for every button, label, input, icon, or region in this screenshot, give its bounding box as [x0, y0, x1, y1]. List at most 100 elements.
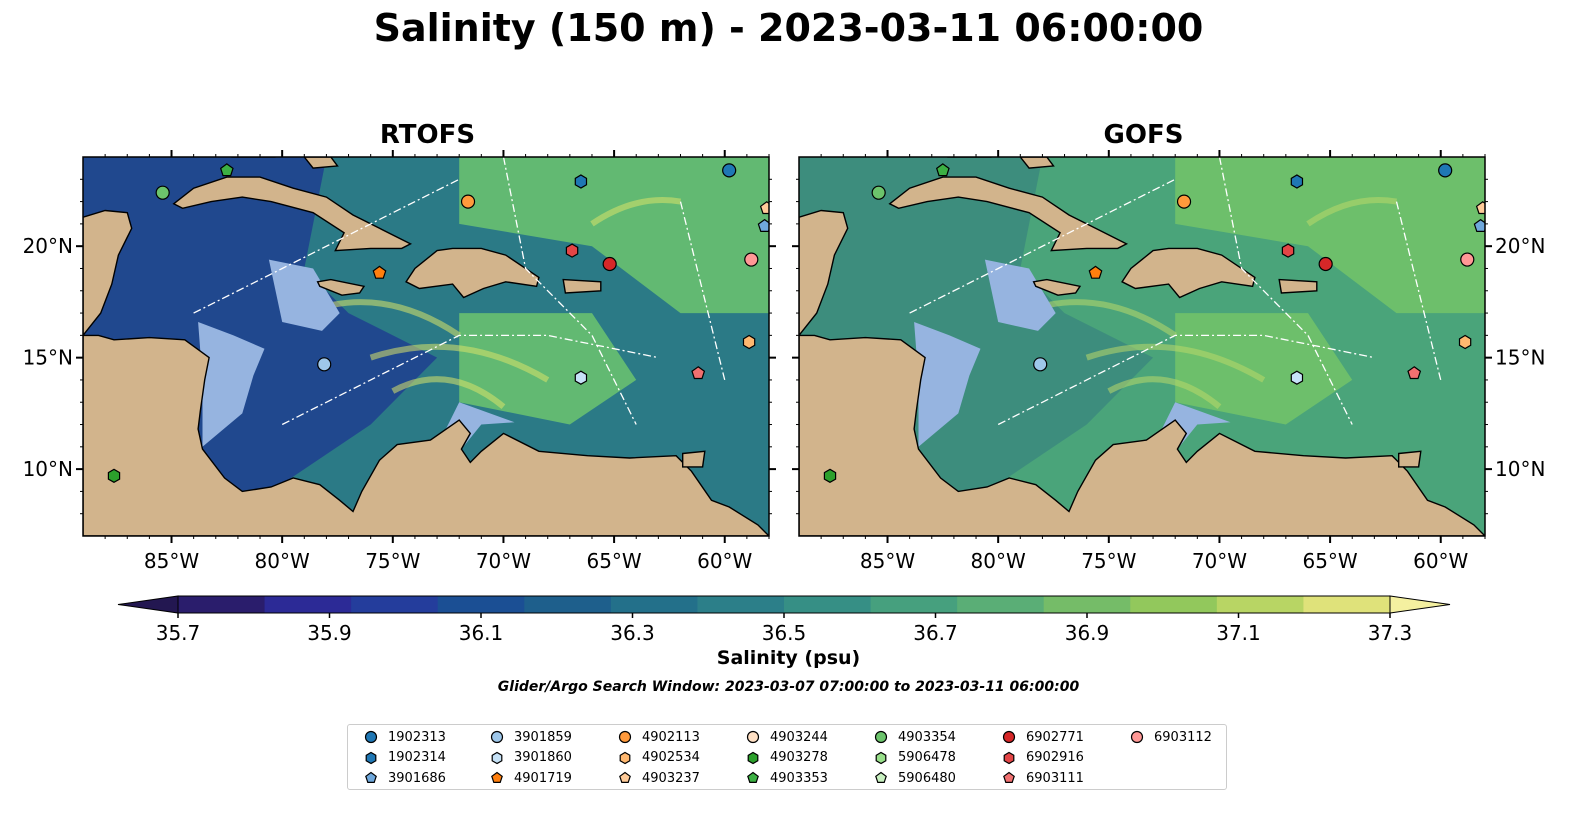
legend-marker-icon [365, 771, 377, 783]
legend-item-5906478: 5906478 [874, 748, 956, 768]
land-yucatan [799, 209, 849, 337]
float-4903354 [155, 185, 170, 200]
colorbar-segment [697, 596, 785, 613]
colorbar-segment [957, 596, 1045, 613]
land-jamaica [1032, 278, 1082, 296]
legend-marker-icon [619, 751, 631, 764]
legend-marker-icon [747, 751, 759, 764]
colorbar-tick-label: 36.3 [610, 621, 655, 645]
land-yucatan [83, 209, 133, 337]
float-6903111 [691, 366, 706, 380]
float-6903111 [1407, 366, 1422, 380]
float-3901686 [1473, 218, 1485, 232]
legend-marker-icon [618, 730, 632, 744]
legend-marker-icon [874, 730, 888, 744]
colorbar-tick-label: 37.1 [1216, 621, 1261, 645]
colorbar-segment [351, 596, 439, 613]
legend-item-3901686: 3901686 [364, 768, 446, 788]
legend-item-4903353: 4903353 [746, 768, 828, 788]
float-legend: 1902313 1902314 3901686 3901859 3901860 49017… [347, 724, 1227, 790]
colorbar-tick-label: 37.3 [1368, 621, 1413, 645]
float-4903354 [871, 185, 886, 200]
legend-marker-icon [1130, 730, 1144, 744]
lon-tick-label: 75°W [365, 549, 420, 573]
legend-item-6902916: 6902916 [1002, 748, 1084, 768]
legend-label: 6902771 [1026, 729, 1084, 745]
lon-tick-label: 60°W [1413, 549, 1468, 573]
colorbar-tick-label: 36.5 [762, 621, 807, 645]
land-central [799, 334, 1485, 536]
lat-tick-label: 10°N [23, 457, 73, 481]
legend-item-4902534: 4902534 [618, 748, 700, 768]
land-cuba [172, 176, 413, 252]
colorbar-segment [178, 596, 266, 613]
float-3901686 [757, 218, 769, 232]
lon-tick-label: 75°W [1081, 549, 1136, 573]
legend-marker-icon [365, 751, 377, 764]
float-4903237 [1475, 201, 1485, 215]
colorbar-over-extend [1389, 595, 1451, 614]
legend-marker-icon [746, 730, 760, 744]
eddy-streak [1306, 197, 1397, 227]
colorbar-segment [264, 596, 352, 613]
colorbar-under-extend [117, 595, 179, 614]
float-4901719 [1088, 265, 1103, 279]
eez-boundary [193, 178, 460, 314]
legend-item-3901859: 3901859 [490, 727, 572, 747]
map-panel-rtofs: 85°W 80°W 75°W 70°W 65°W 60°W 20°N 15°N 10°N [23, 150, 776, 573]
land-puertorico [1278, 278, 1318, 294]
eez-boundary [502, 157, 637, 425]
legend-marker-icon [491, 751, 503, 764]
legend-label: 5906480 [898, 770, 956, 786]
legend-label: 4903237 [642, 770, 700, 786]
northeastern-water-mass [1175, 157, 1485, 314]
legend-marker-icon [1002, 730, 1016, 744]
legend-item-1902314: 1902314 [364, 748, 446, 768]
panel-title-gofs: GOFS [1103, 120, 1184, 150]
colorbar-label: Salinity (psu) [716, 647, 861, 669]
float-3901860 [1290, 370, 1304, 385]
colorbar-tick-label: 35.7 [156, 621, 201, 645]
lon-tick-label: 65°W [586, 549, 641, 573]
eddy-streak [1107, 376, 1222, 410]
map-frame [82, 156, 770, 537]
legend-label: 4903354 [898, 729, 956, 745]
float-4902534 [1458, 334, 1472, 350]
float-6902916 [1281, 243, 1295, 258]
legend-item-6903111: 6903111 [1002, 768, 1084, 788]
colorbar-segment [1303, 596, 1391, 613]
float-3901860 [574, 370, 588, 385]
legend-label: 1902313 [388, 729, 446, 745]
eez-boundary [1395, 201, 1442, 381]
legend-item-4901719: 4901719 [490, 768, 572, 788]
lon-tick-label: 85°W [860, 549, 915, 573]
float-4902113 [460, 194, 476, 209]
float-4902113 [1176, 194, 1192, 209]
float-6902771 [602, 256, 617, 272]
land-puertorico [562, 278, 602, 294]
land-hispaniola [1121, 247, 1256, 299]
lon-tick-label: 65°W [1302, 549, 1357, 573]
float-1902314 [1290, 174, 1304, 189]
lon-tick-label: 85°W [144, 549, 199, 573]
lon-tick-label: 60°W [697, 549, 752, 573]
legend-label: 6903112 [1154, 729, 1212, 745]
colorbar-tick-label: 35.9 [307, 621, 352, 645]
float-4903237 [759, 201, 769, 215]
float-6902916 [565, 243, 579, 258]
eddy-streak [369, 343, 550, 383]
search-window-note: Glider/Argo Search Window: 2023-03-07 07… [497, 679, 1080, 695]
legend-marker-icon [1003, 751, 1015, 764]
lat-tick-label: 20°N [1495, 234, 1545, 258]
float-6903112 [744, 252, 759, 267]
legend-item-1902313: 1902313 [364, 727, 446, 747]
legend-item-4903244: 4903244 [746, 727, 828, 747]
float-3901859 [1033, 357, 1048, 372]
float-6903112 [1460, 252, 1475, 267]
float-1902314 [574, 174, 588, 189]
land-bahamas [303, 157, 339, 169]
shallow-shelf [198, 322, 265, 447]
land-trinidad [682, 450, 706, 468]
map-frame [798, 156, 1486, 537]
legend-item-3901860: 3901860 [490, 748, 572, 768]
